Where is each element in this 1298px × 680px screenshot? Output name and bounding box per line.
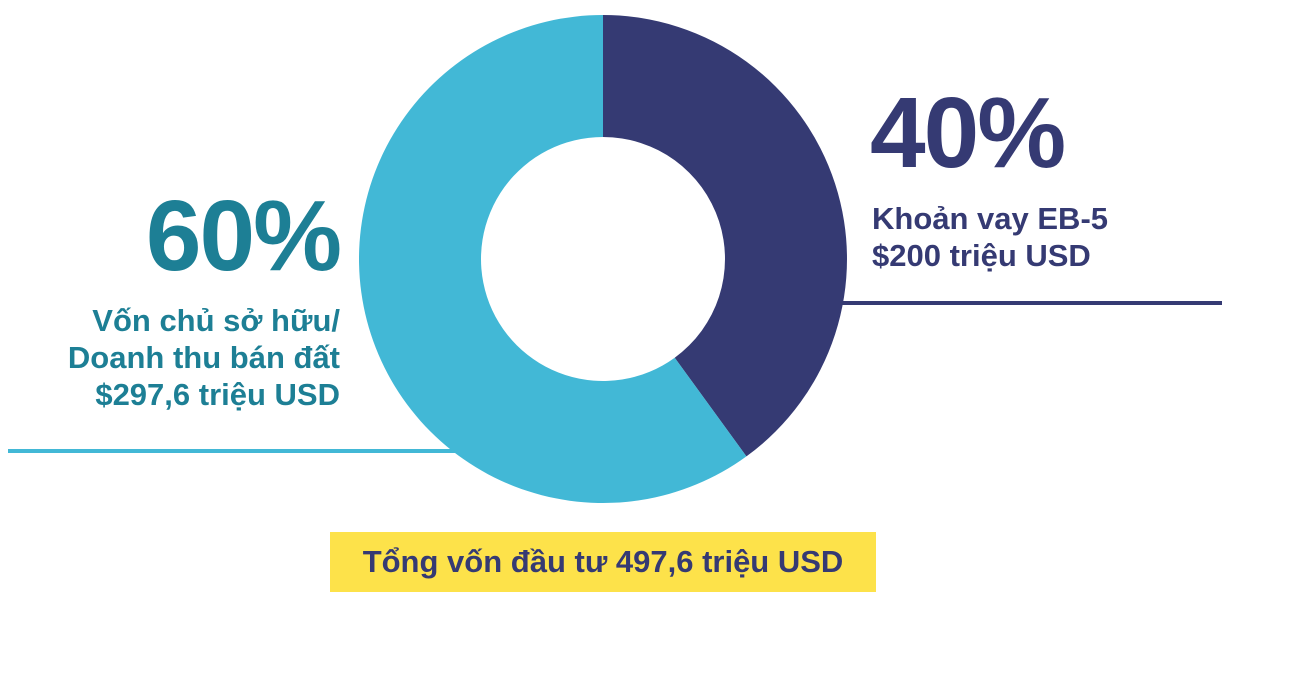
- loan-percent-label: 40%: [870, 77, 1066, 189]
- equity-name-line2: Doanh thu bán đất: [67, 340, 340, 376]
- equity-amount-label: $297,6 triệu USD: [95, 377, 340, 413]
- equity-name-line1: Vốn chủ sở hữu/: [92, 303, 340, 338]
- total-investment-box: Tổng vốn đầu tư 497,6 triệu USD: [330, 532, 876, 592]
- donut-slice-equity: [358, 15, 747, 504]
- equity-description: Vốn chủ sở hữu/ Doanh thu bán đất $297,6…: [68, 302, 340, 414]
- donut-slice-loan: [603, 15, 847, 457]
- loan-amount-label: $200 triệu USD: [872, 238, 1091, 274]
- loan-description: Khoản vay EB-5 $200 triệu USD: [872, 200, 1108, 274]
- loan-name-label: Khoản vay EB-5: [872, 201, 1109, 236]
- total-investment-label: Tổng vốn đầu tư 497,6 triệu USD: [362, 544, 844, 579]
- equity-percent-label: 60%: [145, 180, 342, 292]
